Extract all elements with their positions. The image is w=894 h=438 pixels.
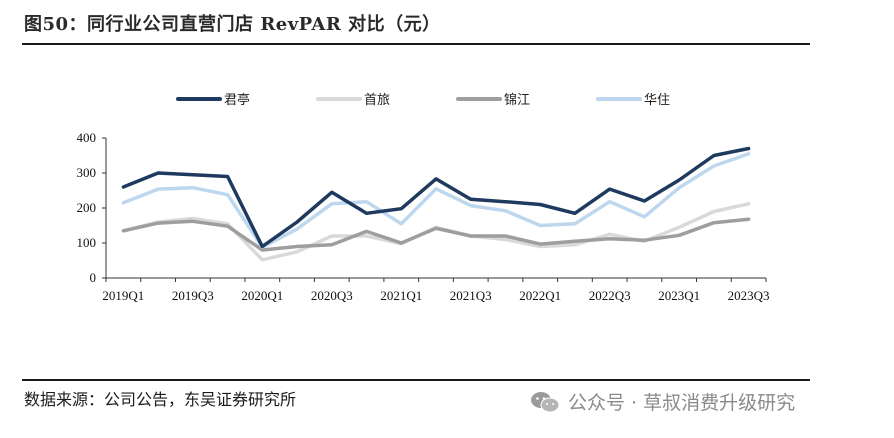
chart-legend: 君亭 首旅 锦江 华住 bbox=[176, 92, 670, 108]
series-line-1 bbox=[121, 202, 751, 262]
line-chart: 君亭 首旅 锦江 华住 0 100 200 300 400 2019Q1 2019Q3 2020Q1… bbox=[77, 92, 770, 303]
chart-axes: 0 100 200 300 400 2019Q1 2019Q3 2020Q1 2020Q3 202… bbox=[77, 130, 770, 303]
series-line-0 bbox=[121, 146, 751, 249]
series-line-2 bbox=[121, 217, 751, 252]
watermark: 公众号 · 草叔消费升级研究 bbox=[530, 388, 795, 415]
y-tick-label: 200 bbox=[77, 200, 97, 215]
y-tick-label: 0 bbox=[90, 270, 97, 285]
y-tick-label: 300 bbox=[77, 165, 97, 180]
x-tick-label: 2020Q3 bbox=[311, 288, 353, 303]
x-tick-label: 2019Q1 bbox=[102, 288, 144, 303]
legend-label: 首旅 bbox=[364, 93, 390, 108]
y-tick-label: 100 bbox=[77, 235, 97, 250]
series-line-3 bbox=[121, 152, 751, 249]
watermark-text: 公众号 · 草叔消费升级研究 bbox=[568, 392, 796, 414]
x-tick-label: 2021Q3 bbox=[450, 288, 492, 303]
source-note: 数据来源：公司公告，东吴证券研究所 bbox=[24, 390, 297, 409]
x-tick-label: 2023Q3 bbox=[728, 288, 770, 303]
x-tick-label: 2019Q3 bbox=[172, 288, 214, 303]
x-tick-label: 2022Q1 bbox=[519, 288, 561, 303]
legend-label: 锦江 bbox=[504, 93, 530, 108]
title-divider bbox=[22, 43, 810, 45]
y-tick-label: 400 bbox=[77, 130, 97, 145]
x-tick-label: 2022Q3 bbox=[589, 288, 631, 303]
x-tick-label: 2021Q1 bbox=[380, 288, 422, 303]
footer-divider bbox=[22, 379, 810, 381]
page-title: 图50：同行业公司直营门店 RevPAR 对比（元） bbox=[24, 14, 441, 35]
wechat-icon bbox=[531, 391, 560, 412]
legend-label: 君亭 bbox=[224, 92, 250, 108]
x-tick-label: 2023Q1 bbox=[658, 288, 700, 303]
x-tick-label: 2020Q1 bbox=[241, 288, 283, 303]
chart-series-lines bbox=[121, 146, 751, 262]
legend-label: 华住 bbox=[644, 93, 670, 108]
